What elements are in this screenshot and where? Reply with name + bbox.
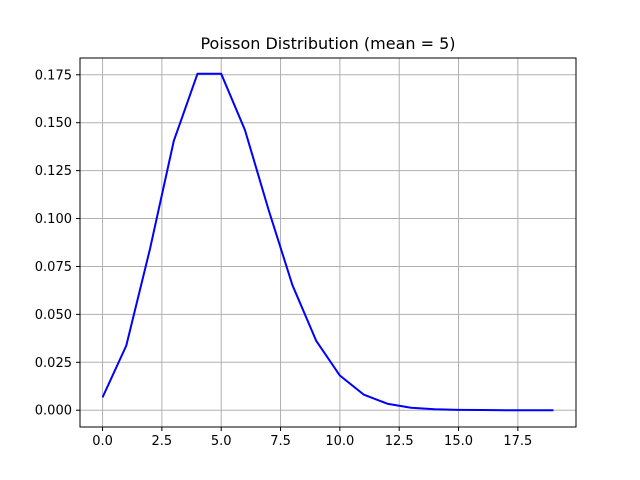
- x-tick-label: 7.5: [270, 434, 291, 449]
- x-tick-label: 5.0: [211, 434, 232, 449]
- y-axis-ticks: 0.000 0.025 0.050 0.075 0.100 0.125 0.150 0.175: [35, 68, 80, 419]
- plot-area-frame: [79, 57, 577, 428]
- y-tick-label: 0.050: [35, 308, 72, 323]
- x-tick-label: 0.0: [92, 434, 113, 449]
- x-tick-label: 17.5: [503, 434, 532, 449]
- y-tick-label: 0.175: [35, 68, 72, 83]
- series-line: [101, 72, 554, 412]
- y-tick-label: 0.100: [35, 212, 72, 227]
- x-tick-label: 10.0: [325, 434, 354, 449]
- y-tick-label: 0.075: [35, 260, 72, 275]
- x-tick-label: 2.5: [152, 434, 173, 449]
- x-axis-ticks: 0.0 2.5 5.0 7.5 10.0 12.5 15.0 17.5: [92, 427, 532, 449]
- x-tick-label: 12.5: [385, 434, 414, 449]
- chart-title: Poisson Distribution (mean = 5): [200, 34, 455, 53]
- series-layer: [101, 72, 554, 412]
- y-tick-label: 0.150: [35, 116, 72, 131]
- x-tick-label: 15.0: [444, 434, 473, 449]
- y-tick-label: 0.125: [35, 164, 72, 179]
- grid-lines: [80, 58, 576, 427]
- y-tick-label: 0.000: [35, 404, 72, 419]
- y-tick-label: 0.025: [35, 356, 72, 371]
